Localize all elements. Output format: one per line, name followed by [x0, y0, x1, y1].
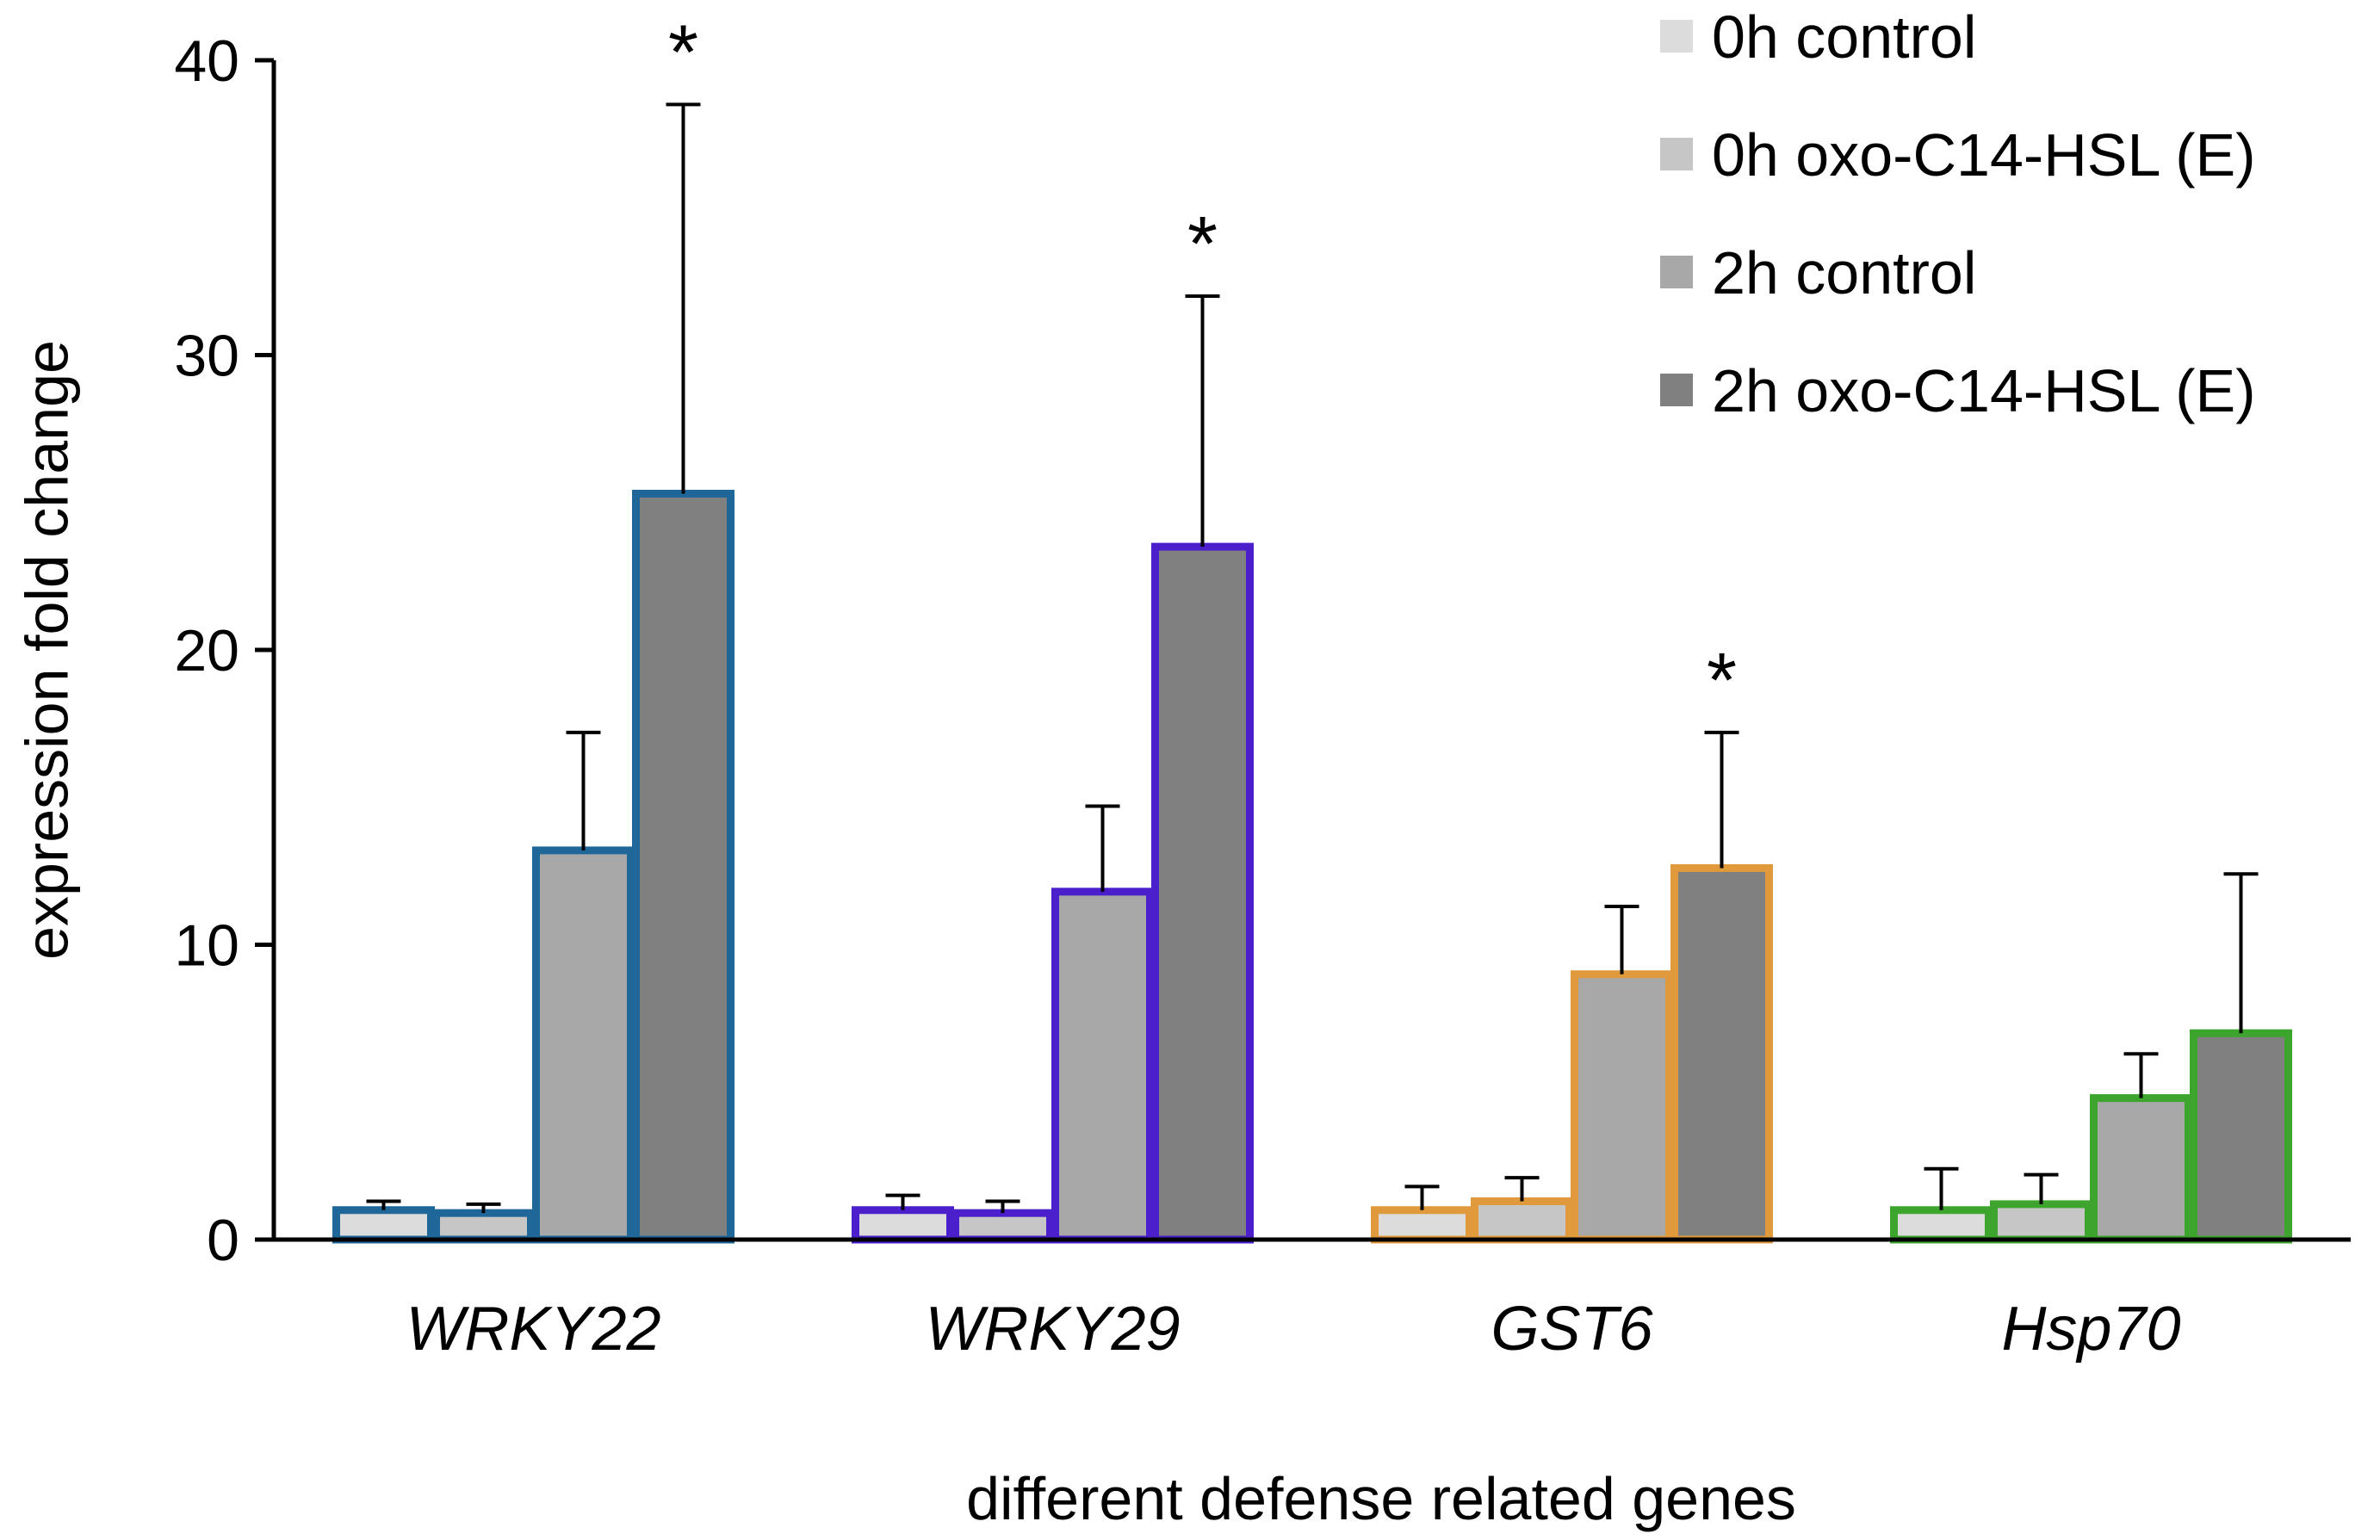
legend-swatch	[1660, 256, 1693, 288]
bar	[1151, 542, 1254, 1244]
bar	[532, 846, 635, 1244]
significance-group: * * *	[668, 9, 1737, 724]
bar	[2090, 1094, 2192, 1244]
y-tick-label: 0	[207, 1208, 239, 1273]
y-tick-label: 20	[174, 618, 239, 683]
bar	[1051, 888, 1154, 1244]
legend-swatch	[1660, 20, 1693, 53]
bar	[1890, 1206, 1993, 1244]
bar	[1990, 1200, 2092, 1244]
legend-swatch	[1660, 138, 1693, 170]
bar	[1571, 970, 1673, 1244]
y-ticks-group: 0 10 20 30 40	[174, 28, 274, 1273]
legend-label: 0h oxo-C14-HSL (E)	[1712, 121, 2256, 189]
significance-mark: *	[1707, 638, 1737, 724]
x-category-label: GST6	[1491, 1295, 1653, 1364]
bar	[1471, 1197, 1573, 1244]
bar	[332, 1206, 435, 1244]
y-axis-title: expression fold change	[13, 340, 80, 960]
x-category-label: Hsp70	[2001, 1295, 2180, 1364]
bars-group	[332, 489, 2292, 1244]
bar	[1670, 863, 1773, 1244]
x-labels-group: WRKY22 WRKY29 GST6 Hsp70	[406, 1295, 2180, 1364]
y-tick-label: 40	[174, 28, 239, 94]
y-tick-label: 10	[174, 913, 239, 979]
legend-label: 2h control	[1712, 239, 1976, 306]
x-category-label: WRKY22	[406, 1295, 660, 1364]
bar	[2190, 1029, 2292, 1244]
significance-mark: *	[1187, 201, 1218, 288]
legend: 0h control 0h oxo-C14-HSL (E) 2h control 2h…	[1660, 3, 2256, 424]
bar	[1371, 1206, 1473, 1244]
y-tick-label: 30	[174, 324, 239, 389]
legend-label: 0h control	[1712, 3, 1976, 71]
bar	[852, 1206, 954, 1244]
x-axis-title: different defense related genes	[966, 1465, 1796, 1532]
bar	[951, 1209, 1054, 1244]
significance-mark: *	[668, 9, 698, 96]
bar	[432, 1209, 535, 1244]
legend-label: 2h oxo-C14-HSL (E)	[1712, 357, 2256, 424]
error-bars-group	[366, 102, 2259, 1214]
bar	[632, 489, 734, 1244]
legend-swatch	[1660, 374, 1693, 406]
x-category-label: WRKY29	[925, 1295, 1180, 1364]
